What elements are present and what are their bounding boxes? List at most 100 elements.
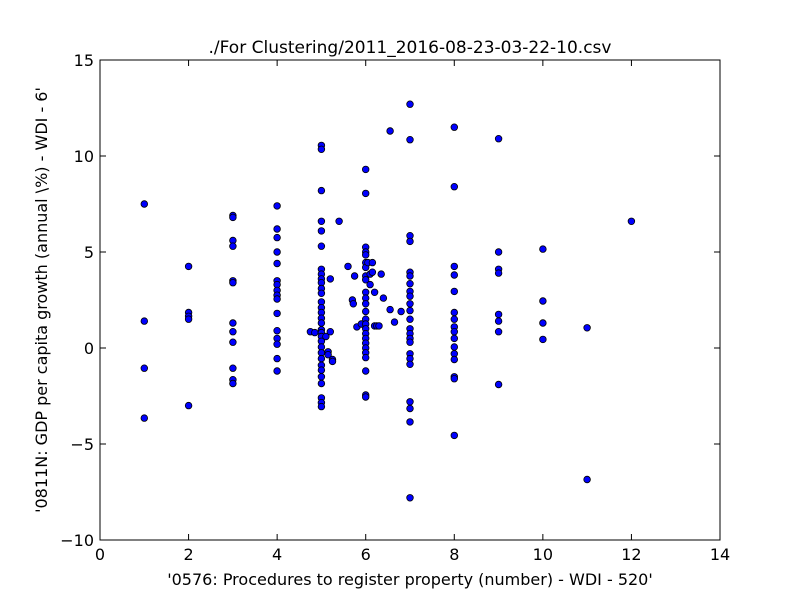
data-point	[273, 327, 281, 335]
data-point	[362, 307, 370, 316]
data-point	[273, 202, 281, 210]
data-point	[450, 328, 458, 336]
x-tick-label: 2	[183, 545, 193, 564]
data-point	[450, 262, 458, 271]
data-point	[317, 379, 326, 388]
x-tick-label: 12	[621, 545, 641, 564]
data-point	[494, 134, 503, 143]
data-point	[494, 248, 503, 256]
points-layer	[140, 100, 636, 502]
data-point	[368, 268, 377, 276]
data-point	[406, 306, 414, 315]
data-point	[406, 360, 414, 368]
data-point	[324, 351, 332, 359]
data-point	[370, 288, 379, 296]
data-point	[406, 100, 414, 108]
x-tick-label: 8	[449, 545, 459, 564]
data-point	[317, 227, 326, 235]
data-point	[362, 367, 370, 375]
data-point	[627, 217, 636, 225]
data-point	[362, 353, 370, 362]
data-point	[140, 414, 148, 422]
data-point	[317, 145, 326, 153]
data-point	[406, 418, 414, 426]
data-point	[366, 280, 374, 289]
data-point	[184, 262, 193, 271]
data-point	[406, 135, 414, 144]
data-point	[273, 225, 281, 233]
data-point	[494, 310, 503, 319]
data-point	[379, 294, 388, 302]
data-point	[229, 328, 237, 336]
data-point	[335, 217, 343, 225]
data-point	[326, 328, 334, 336]
data-point	[317, 366, 326, 374]
data-point	[450, 343, 458, 351]
data-point	[317, 289, 326, 297]
data-point	[229, 213, 237, 222]
data-point	[362, 276, 370, 284]
data-point	[375, 322, 383, 330]
data-point	[317, 242, 326, 250]
data-point	[406, 404, 414, 413]
data-point	[229, 379, 237, 388]
data-point	[450, 182, 458, 191]
data-point	[322, 332, 330, 341]
data-point	[377, 270, 385, 278]
data-point	[362, 189, 370, 198]
data-point	[350, 272, 359, 280]
data-point	[450, 271, 458, 279]
data-point	[583, 475, 591, 484]
data-point	[390, 318, 399, 326]
data-point	[184, 401, 193, 410]
chart-title: ./For Clustering/2011_2016-08-23-03-22-1…	[209, 38, 612, 58]
data-point	[406, 292, 414, 300]
data-point	[328, 357, 337, 366]
data-point	[344, 262, 352, 271]
data-point	[406, 338, 414, 346]
data-point	[450, 431, 458, 440]
x-tick-label: 6	[361, 545, 371, 564]
data-point	[539, 319, 547, 327]
data-point	[450, 123, 458, 131]
data-point	[494, 269, 503, 277]
data-point	[326, 275, 334, 283]
data-point	[406, 272, 414, 280]
data-point	[406, 300, 414, 308]
data-point	[362, 251, 370, 259]
x-axis-label: '0576: Procedures to register property (…	[167, 570, 653, 589]
data-point	[386, 305, 394, 314]
data-point	[494, 380, 503, 389]
data-point	[406, 315, 414, 323]
y-tick-label: 5	[84, 243, 94, 262]
data-point	[317, 319, 326, 327]
data-point	[362, 165, 370, 174]
data-point	[494, 328, 503, 336]
data-point	[229, 279, 237, 287]
data-point	[317, 402, 326, 411]
data-point	[229, 338, 237, 346]
y-tick-label: 0	[84, 339, 94, 358]
y-axis-label: '0811N: GDP per capita growth (annual \%…	[32, 87, 51, 513]
data-point	[450, 308, 458, 317]
data-point	[583, 324, 591, 332]
data-point	[273, 259, 281, 268]
data-point	[406, 237, 414, 246]
data-point	[349, 300, 357, 308]
data-point	[317, 373, 326, 381]
data-point	[450, 375, 458, 383]
data-point	[229, 364, 237, 372]
data-point	[450, 315, 458, 323]
data-point	[273, 248, 281, 256]
data-point	[273, 367, 281, 375]
data-point	[450, 334, 458, 343]
data-point	[368, 258, 377, 267]
data-point	[229, 319, 237, 327]
data-point	[311, 328, 319, 337]
data-point	[406, 494, 414, 502]
data-point	[273, 354, 281, 363]
data-point	[362, 300, 370, 308]
x-tick-label: 14	[710, 545, 730, 564]
